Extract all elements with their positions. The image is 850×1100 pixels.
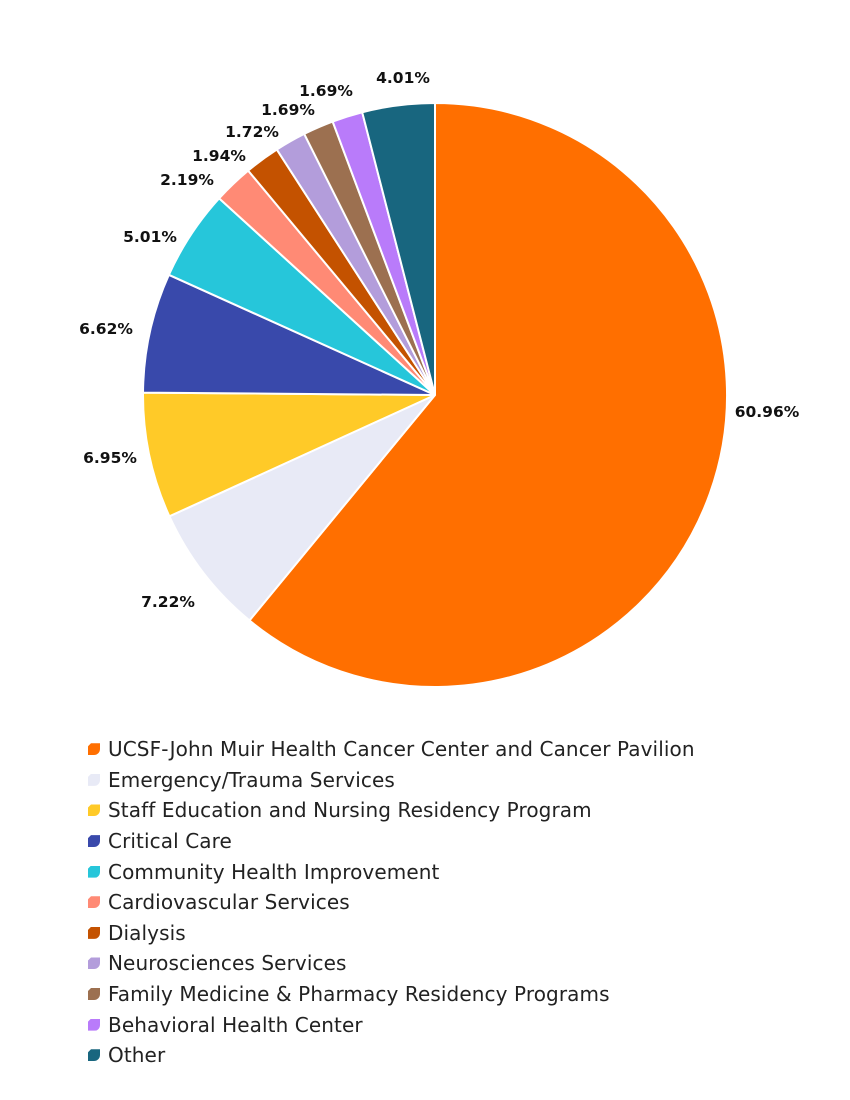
legend-item: Community Health Improvement: [88, 856, 695, 887]
pie-slice: [168, 394, 436, 622]
legend-item: UCSF-John Muir Health Cancer Center and …: [88, 734, 695, 765]
legend-item: Neurosciences Services: [88, 948, 695, 979]
legend-item: Cardiovascular Services: [88, 887, 695, 918]
legend-label: Other: [108, 1043, 166, 1068]
pie-slice: [360, 101, 436, 396]
pie-chart: 60.96% 7.22% 6.95% 6.62% 5.01% 2.19% 1.94% 1.72…: [79, 69, 800, 688]
data-label: 1.94%: [192, 147, 246, 165]
legend-item: Critical Care: [88, 826, 695, 857]
data-label: 60.96%: [735, 403, 800, 421]
legend-label: Family Medicine & Pharmacy Residency Pro…: [108, 982, 610, 1007]
legend-swatch-icon: [88, 804, 100, 817]
pie-slice: [142, 391, 436, 518]
data-label: 7.22%: [141, 593, 195, 611]
legend-swatch-icon: [88, 896, 100, 909]
legend-item: Family Medicine & Pharmacy Residency Pro…: [88, 979, 695, 1010]
data-label: 2.19%: [160, 171, 214, 189]
legend-item: Staff Education and Nursing Residency Pr…: [88, 795, 695, 826]
data-label: 4.01%: [376, 69, 430, 87]
legend-label: Staff Education and Nursing Residency Pr…: [108, 798, 592, 823]
legend-label: Behavioral Health Center: [108, 1012, 363, 1037]
legend-item: Other: [88, 1040, 695, 1071]
legend-label: Emergency/Trauma Services: [108, 767, 395, 792]
pie-slice: [142, 273, 436, 396]
legend-swatch-icon: [88, 743, 100, 756]
legend-item: Behavioral Health Center: [88, 1009, 695, 1040]
legend-label: Neurosciences Services: [108, 951, 347, 976]
legend: UCSF-John Muir Health Cancer Center and …: [88, 734, 695, 1071]
data-label: 6.95%: [83, 449, 137, 467]
data-label: 6.62%: [79, 320, 133, 338]
legend-swatch-icon: [88, 835, 100, 848]
legend-swatch-icon: [88, 988, 100, 1001]
legend-label: Dialysis: [108, 920, 186, 945]
legend-swatch-icon: [88, 1018, 100, 1031]
legend-label: Community Health Improvement: [108, 859, 440, 884]
legend-swatch-icon: [88, 957, 100, 970]
legend-swatch-icon: [88, 865, 100, 878]
data-label: 1.72%: [225, 123, 279, 141]
data-label: 1.69%: [299, 82, 353, 100]
legend-swatch-icon: [88, 773, 100, 786]
legend-label: Cardiovascular Services: [108, 890, 350, 915]
data-label: 5.01%: [123, 228, 177, 246]
legend-item: Emergency/Trauma Services: [88, 765, 695, 796]
data-label: 1.69%: [261, 101, 315, 119]
legend-label: UCSF-John Muir Health Cancer Center and …: [108, 737, 695, 762]
legend-item: Dialysis: [88, 918, 695, 949]
legend-label: Critical Care: [108, 829, 232, 854]
pie-slice: [248, 101, 728, 688]
legend-swatch-icon: [88, 1049, 100, 1062]
legend-swatch-icon: [88, 926, 100, 939]
